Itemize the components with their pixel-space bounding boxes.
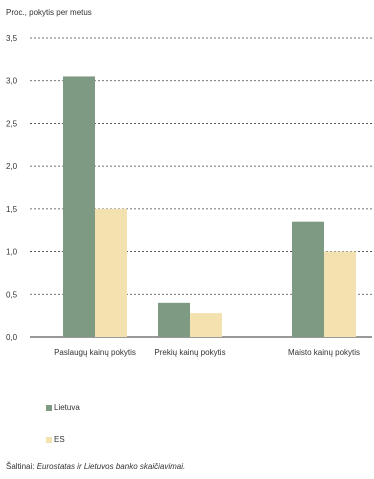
source-text: Eurostatas ir Lietuvos banko skaičiavima… xyxy=(36,462,186,471)
y-axis-unit-label: Proc., pokytis per metus xyxy=(6,8,92,17)
x-category-label: Maisto kainų pokytis xyxy=(288,348,360,357)
y-tick-label: 3,5 xyxy=(6,34,18,43)
legend-label-lietuva: Lietuva xyxy=(54,403,80,412)
bar-lietuva xyxy=(63,76,95,337)
category-labels: Paslaugų kainų pokytis Prekių kainų pokyt… xyxy=(54,348,360,357)
bar-lietuva xyxy=(158,302,190,337)
legend-item-es: ES xyxy=(46,435,65,444)
legend-swatch-lietuva xyxy=(46,404,52,411)
y-tick-label: 2,0 xyxy=(6,162,18,171)
x-category-label: Prekių kainų pokytis xyxy=(154,348,225,357)
y-tick-label: 2,5 xyxy=(6,119,18,128)
source-note: Šaltinai: Eurostatas ir Lietuvos banko s… xyxy=(6,462,185,471)
legend-label-es: ES xyxy=(54,435,65,444)
y-tick-label: 0,5 xyxy=(6,290,18,299)
y-tick-label: 3,0 xyxy=(6,77,18,86)
y-tick-label: 1,5 xyxy=(6,205,18,214)
y-axis-ticks: 0,0 0,5 1,0 1,5 2,0 2,5 3,0 3,5 xyxy=(6,34,18,342)
source-prefix: Šaltinai: xyxy=(6,462,35,471)
bar-es xyxy=(190,313,222,337)
bar-es xyxy=(324,251,356,337)
legend-swatch-es xyxy=(46,436,52,443)
y-tick-label: 1,0 xyxy=(6,248,18,257)
y-tick-label: 0,0 xyxy=(6,333,18,342)
bars xyxy=(63,76,356,337)
legend-item-lietuva: Lietuva xyxy=(46,403,80,412)
x-category-label: Paslaugų kainų pokytis xyxy=(54,348,136,357)
bar-lietuva xyxy=(292,221,324,337)
bar-es xyxy=(95,208,127,337)
